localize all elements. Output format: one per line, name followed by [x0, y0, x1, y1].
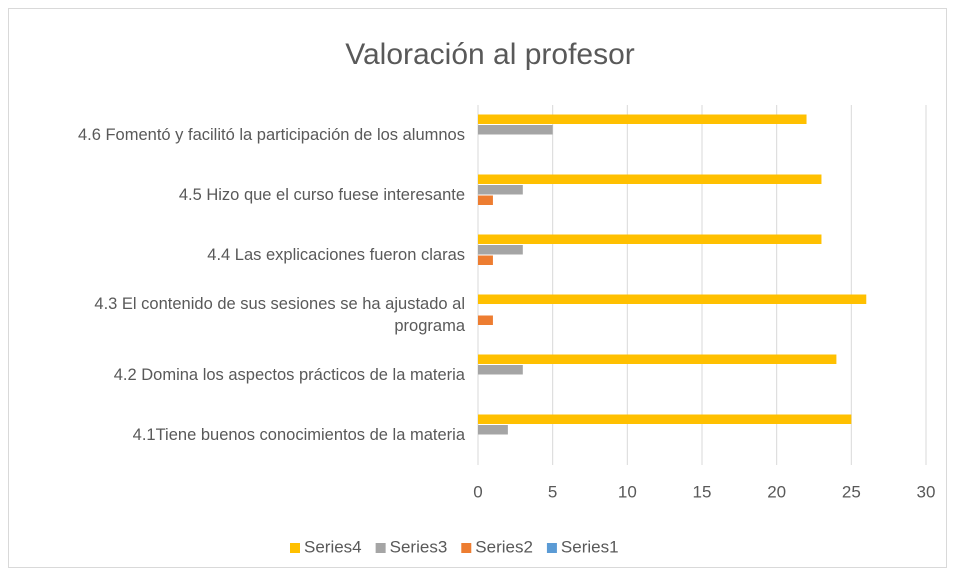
- x-tick-label: 25: [842, 482, 861, 501]
- x-tick-label: 15: [693, 482, 712, 501]
- x-tick-label: 5: [548, 482, 557, 501]
- y-tick-label: 4.5 Hizo que el curso fuese interesante: [178, 186, 465, 204]
- bar: [478, 185, 523, 195]
- x-tick-label: 0: [473, 482, 482, 501]
- bar: [478, 195, 493, 205]
- y-tick-label: 4.1Tiene buenos conocimientos de la mate…: [132, 426, 465, 444]
- bar: [478, 174, 822, 184]
- bar: [478, 114, 807, 124]
- x-tick-label: 20: [767, 482, 786, 501]
- y-tick-label: 4.3 El contenido de sus sesiones se ha a…: [94, 295, 465, 335]
- legend-swatch: [546, 543, 557, 553]
- bar: [478, 294, 867, 304]
- legend-label: Series2: [475, 537, 533, 556]
- legend-label: Series1: [561, 537, 619, 556]
- bar: [478, 234, 822, 244]
- x-tick-label: 30: [917, 482, 936, 501]
- bar: [478, 354, 837, 364]
- chart-title: Valoración al profesor: [345, 38, 635, 71]
- bar: [478, 125, 553, 135]
- bar: [478, 414, 852, 424]
- y-tick-label: 4.6 Fomentó y facilitó la participación …: [77, 126, 465, 144]
- legend-label: Series3: [390, 537, 448, 556]
- bar: [478, 245, 523, 255]
- bar: [478, 255, 493, 265]
- bar: [478, 365, 523, 375]
- legend-swatch: [290, 543, 300, 553]
- legend-label: Series4: [304, 537, 362, 556]
- x-tick-label: 10: [618, 482, 637, 501]
- legend-swatch: [461, 543, 472, 553]
- y-tick-label: 4.4 Las explicaciones fueron claras: [207, 246, 465, 264]
- bar: [478, 425, 508, 435]
- y-tick-label: 4.2 Domina los aspectos prácticos de la …: [113, 366, 465, 384]
- bar: [478, 315, 493, 325]
- legend-swatch: [375, 543, 386, 553]
